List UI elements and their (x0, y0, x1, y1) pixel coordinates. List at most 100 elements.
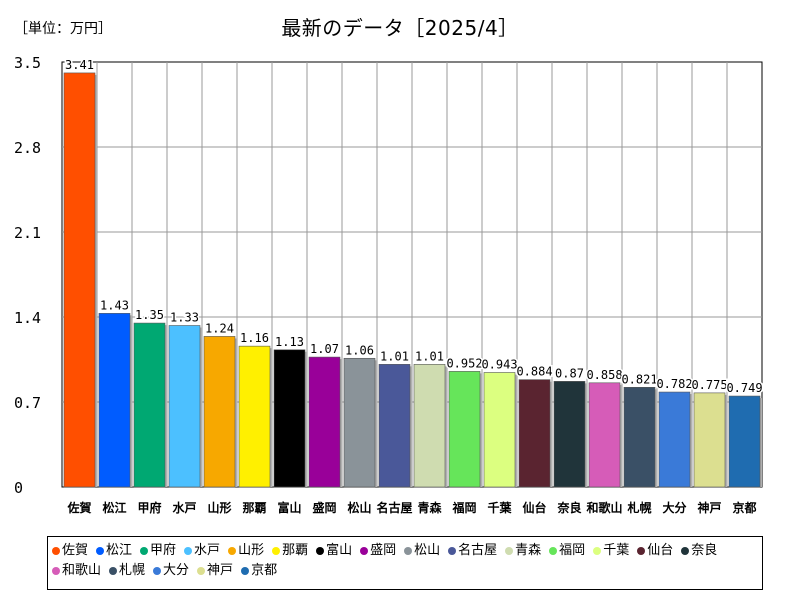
x-tick-label: 松山 (347, 500, 371, 515)
legend-swatch (637, 547, 646, 555)
legend-swatch (228, 547, 237, 555)
bar-value-label: 1.01 (380, 349, 409, 363)
x-tick-label: 青森 (417, 500, 442, 515)
legend-swatch (52, 547, 60, 555)
bar (483, 372, 516, 488)
bar (518, 379, 551, 488)
y-tick-label: 2.8 (14, 139, 41, 157)
bar (413, 364, 446, 488)
legend-item: 神戸 (197, 561, 233, 581)
bar (168, 325, 201, 488)
bar-value-label: 0.821 (621, 372, 657, 386)
legend-label: 甲府 (150, 543, 177, 558)
legend-label: 仙台 (647, 543, 674, 558)
bar (658, 391, 691, 488)
legend-item: 札幌 (109, 561, 145, 581)
y-tick-label: 0.7 (14, 394, 41, 412)
bar-value-label: 0.943 (481, 357, 517, 371)
bar (63, 72, 96, 488)
bar-value-label: 0.749 (726, 381, 762, 395)
bar (343, 357, 376, 488)
legend-item: 奈良 (681, 541, 717, 561)
x-tick-label: 和歌山 (585, 500, 622, 515)
legend-label: 札幌 (119, 563, 146, 578)
legend-label: 松山 (414, 543, 441, 558)
legend-label: 千葉 (603, 543, 630, 558)
legend-swatch (360, 547, 369, 555)
legend-label: 大分 (163, 563, 190, 578)
x-tick-label: 富山 (277, 500, 301, 515)
bar-value-label: 0.884 (516, 365, 552, 379)
bar-value-label: 1.01 (415, 349, 444, 363)
legend-swatch (153, 567, 162, 575)
x-tick-label: 佐賀 (66, 500, 91, 515)
bar-value-label: 0.775 (691, 378, 727, 392)
bar-value-label: 3.41 (65, 58, 94, 72)
legend-swatch (404, 547, 413, 555)
legend-swatch (505, 547, 514, 555)
x-tick-label: 大分 (662, 500, 686, 515)
x-tick-label: 那覇 (242, 501, 266, 515)
legend-swatch (272, 547, 281, 555)
legend-swatch (316, 547, 325, 555)
bar-value-label: 1.33 (170, 311, 199, 325)
legend-item: 富山 (316, 541, 352, 561)
y-tick-label: 3.5 (14, 54, 41, 72)
x-tick-label: 名古屋 (376, 500, 412, 515)
legend-item: 仙台 (637, 541, 673, 561)
y-tick-label: 0 (14, 479, 23, 497)
legend-label: 奈良 (691, 543, 718, 558)
legend-item: 山形 (228, 541, 264, 561)
legend-swatch (593, 547, 602, 555)
bar (308, 356, 341, 488)
legend-item: 佐賀 (52, 541, 88, 561)
legend-label: 神戸 (207, 563, 234, 578)
legend-label: 和歌山 (62, 563, 102, 578)
legend-item: 京都 (241, 561, 277, 581)
x-tick-label: 神戸 (697, 500, 721, 515)
legend-label: 水戸 (194, 543, 221, 558)
bar-chart: 0 0.7 1.4 2.1 2.8 3.5 3.41 佐賀 1.43 松江 1.35 甲府 1.33 水戸… (14, 54, 764, 515)
x-tick-label: 仙台 (522, 500, 546, 515)
legend-item: 那覇 (272, 541, 308, 561)
x-tick-label: 松江 (102, 500, 126, 515)
legend-label: 松江 (106, 543, 133, 558)
legend-label: 名古屋 (458, 543, 498, 558)
bar (133, 322, 166, 488)
legend-item: 福岡 (549, 541, 585, 561)
legend-swatch (241, 567, 250, 575)
bar (693, 392, 726, 488)
bar-value-label: 1.16 (240, 331, 269, 345)
legend-item: 青森 (505, 541, 541, 561)
legend-label: 盛岡 (370, 543, 397, 558)
legend-swatch (96, 547, 105, 555)
legend-label: 京都 (251, 563, 278, 578)
chart-title: 最新のデータ［2025/4］ (281, 16, 519, 40)
legend-swatch (109, 567, 118, 575)
legend-swatch (549, 547, 558, 555)
legend-item: 大分 (153, 561, 189, 581)
bar (553, 381, 586, 488)
bar-value-label: 0.87 (555, 366, 584, 380)
bar-value-label: 0.952 (446, 356, 482, 370)
bar (448, 371, 481, 488)
legend-item: 千葉 (593, 541, 629, 561)
bar-value-label: 0.858 (586, 368, 622, 382)
x-tick-label: 水戸 (172, 500, 196, 515)
chart-legend: 佐賀 松江 甲府 水戸 山形 那覇 富山 盛岡 松山 名古屋 青森 福岡 千葉 仙台 奈良和歌山 札幌 大分 神戸… (47, 536, 763, 590)
x-tick-label: 山形 (207, 500, 231, 515)
bar-value-label: 1.13 (275, 335, 304, 349)
bar-value-label: 1.24 (205, 321, 234, 335)
legend-item: 松山 (404, 541, 440, 561)
legend-label: 青森 (515, 543, 542, 558)
bar (623, 387, 656, 488)
bar (378, 364, 411, 488)
legend-item: 盛岡 (360, 541, 396, 561)
bar (588, 382, 621, 488)
bar (273, 349, 306, 488)
x-tick-label: 千葉 (487, 500, 512, 515)
legend-item: 名古屋 (448, 541, 497, 561)
y-tick-label: 1.4 (14, 309, 41, 327)
unit-label: ［単位：万円］ (14, 21, 112, 37)
